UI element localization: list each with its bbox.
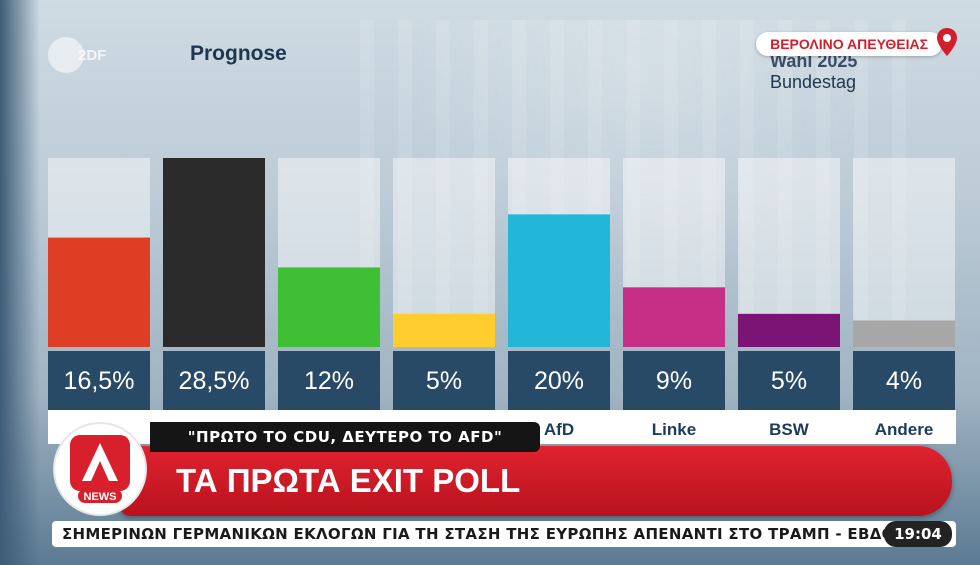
value-label-box <box>508 351 610 410</box>
channel-logo-mark <box>48 37 84 73</box>
data-label: 16,5% <box>64 367 135 395</box>
data-label: 28,5% <box>179 367 250 395</box>
map-pin-icon <box>937 28 957 56</box>
bar <box>738 313 840 347</box>
network-logo-text: NEWS <box>84 491 117 503</box>
value-label-box <box>278 351 380 410</box>
background-building <box>360 20 920 340</box>
bar <box>508 214 610 347</box>
value-label-box <box>853 351 955 410</box>
category-label: Andere <box>875 420 934 439</box>
channel-logo: 2DF <box>48 37 118 73</box>
bar <box>278 267 380 347</box>
quote-banner: "ΠΡΩΤΟ ΤΟ CDU, ΔΕΥΤΕΡΟ ΤΟ AFD" <box>150 422 540 452</box>
category-label: AfD <box>544 420 574 439</box>
bar <box>853 320 955 347</box>
value-label-box <box>48 351 150 410</box>
data-label: 20% <box>534 367 584 395</box>
lower-third-banner <box>120 446 952 516</box>
exit-poll-bar-chart: 16,5% 28,5% 12% 5% 20% AfD 9% Linke 5% BSW 4% Ander… <box>48 158 956 444</box>
quote-text: "ΠΡΩΤΟ ΤΟ CDU, ΔΕΥΤΕΡΟ ΤΟ AFD" <box>187 428 503 446</box>
chart-subtitle-line2: Bundestag <box>770 72 857 92</box>
bar <box>48 237 150 347</box>
ticker-text: ΣΗΜΕΡΙΝΩΝ ΓΕΡΜΑΝΙΚΩΝ ΕΚΛΟΓΩΝ ΓΙΑ ΤΗ ΣΤΑΣ… <box>62 525 910 543</box>
bar <box>163 158 265 347</box>
background-shade <box>0 0 40 565</box>
value-label-box <box>163 351 265 410</box>
category-label: Linke <box>652 420 696 439</box>
value-label-box <box>738 351 840 410</box>
value-label-box <box>623 351 725 410</box>
headline-text: ΤΑ ΠΡΩΤΑ EXIT POLL <box>176 462 521 499</box>
value-label-box <box>393 351 495 410</box>
data-label: 9% <box>656 367 692 395</box>
clock-time: 19:04 <box>894 525 942 543</box>
data-label: 5% <box>771 367 807 395</box>
clock: 19:04 <box>884 521 952 547</box>
chart-subtitle: Wahl 2025 Bundestag <box>770 51 857 93</box>
category-label: BSW <box>769 420 810 439</box>
location-tag: ΒΕΡΟΛΙΝΟ ΑΠΕΥΘΕΙΑΣ <box>756 32 942 56</box>
chart-title: Prognose <box>190 42 287 65</box>
data-label: 5% <box>426 367 462 395</box>
bar-track <box>853 158 955 347</box>
bar <box>393 313 495 347</box>
news-ticker: ΣΗΜΕΡΙΝΩΝ ΓΕΡΜΑΝΙΚΩΝ ΕΚΛΟΓΩΝ ΓΙΑ ΤΗ ΣΤΑΣ… <box>52 521 956 547</box>
location-tag-text: ΒΕΡΟΛΙΝΟ ΑΠΕΥΘΕΙΑΣ <box>770 36 928 52</box>
data-label: 4% <box>886 367 922 395</box>
data-label: 12% <box>304 367 354 395</box>
channel-logo-text: 2DF <box>78 46 107 64</box>
bar <box>623 287 725 347</box>
alpha-news-logo: NEWS <box>53 422 147 516</box>
chart-subtitle-line1: Wahl 2025 <box>770 51 858 71</box>
